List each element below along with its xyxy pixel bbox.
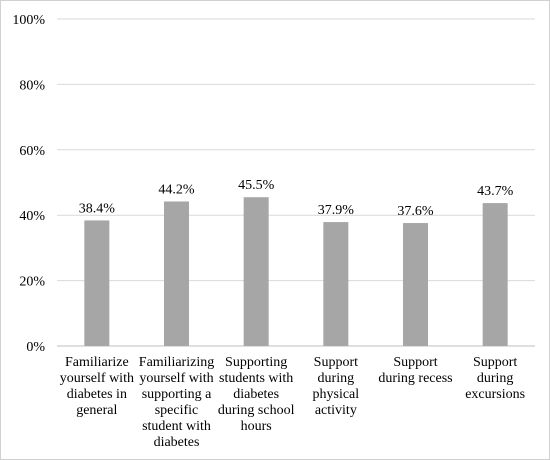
x-category-label: Familiarize yourself with diabetes in gener… [60,355,134,418]
x-category-label: Support during physical activity [313,355,360,418]
x-category-label: Supporting students with diabetes during sc… [218,355,295,434]
data-label: 37.9% [318,203,355,218]
y-tick-label: 60% [19,144,45,159]
x-category-label: Support during recess [378,355,452,386]
bar [84,220,110,346]
bar [403,223,428,346]
bar [482,203,508,346]
x-axis-category-labels: Familiarize yourself with diabetes in gener… [60,355,525,450]
data-labels: 38.4% 44.2% 45.5% 37.9% 37.6% 43.7% [79,178,514,219]
y-tick-label: 20% [19,275,45,290]
x-category-label: Support during excursions [465,355,525,402]
y-tick-label: 40% [19,209,45,224]
data-label: 44.2% [158,182,195,197]
data-label: 45.5% [238,178,275,193]
y-tick-label: 100% [12,13,45,28]
y-tick-label: 80% [19,78,45,93]
bar [164,201,189,346]
y-axis-tick-labels: 0% 20% 40% 60% 80% 100% [12,13,45,355]
bar [323,222,349,346]
bar [243,197,269,346]
bars [84,197,508,346]
data-label: 37.6% [397,204,434,219]
data-label: 38.4% [79,201,116,216]
gridlines [57,18,535,347]
y-tick-label: 0% [26,340,45,355]
data-label: 43.7% [477,184,514,199]
x-category-label: Familiarizing yourself with supporting a sp… [139,355,214,450]
